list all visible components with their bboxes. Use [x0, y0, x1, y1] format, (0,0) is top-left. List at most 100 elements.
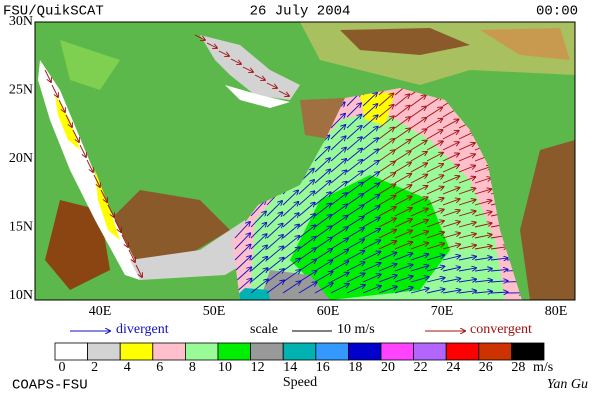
legend-scale-value: 10 m/s	[337, 322, 375, 337]
gulf-aden	[130, 220, 250, 280]
wind-vector	[426, 255, 444, 261]
wind-vector	[410, 118, 426, 129]
wind-vector	[410, 277, 429, 283]
wind-vector	[442, 153, 459, 162]
wind-vector	[394, 253, 412, 261]
legend-divergent: divergent	[116, 322, 169, 337]
wind-vector	[266, 280, 284, 294]
lat-label: 30N	[9, 14, 33, 29]
wind-vector	[378, 184, 395, 195]
wind-vector	[394, 151, 411, 162]
wind-vector	[442, 165, 459, 173]
colorbar-box	[184, 342, 219, 361]
wind-vector	[330, 182, 347, 195]
axis-labels: 30N 25N 20N 15N 10N 40E 50E 60E 70E 80E	[9, 14, 567, 319]
wind-vector	[362, 104, 377, 118]
wind-vector	[362, 206, 380, 217]
wind-vector	[282, 247, 300, 261]
wind-vector	[242, 66, 253, 72]
header-left: FSU/QuikSCAT	[3, 4, 104, 20]
colorbar-tick: 26	[479, 360, 493, 375]
wind-vector	[426, 266, 444, 272]
colorbar-tick: 28	[511, 360, 525, 375]
wind-vector	[458, 268, 476, 272]
wind-vector	[474, 178, 491, 184]
wind-vector	[250, 268, 268, 283]
wind-vector	[426, 130, 443, 140]
wind-vector	[442, 244, 460, 250]
wind-vector	[442, 222, 460, 228]
wind-vector	[474, 280, 492, 282]
footer-left: COAPS-FSU	[12, 378, 88, 394]
wind-vector	[346, 239, 364, 250]
lon-label: 70E	[431, 304, 454, 319]
wind-vector	[314, 238, 332, 250]
wind-vector	[410, 95, 426, 107]
wind-vector	[314, 147, 330, 162]
wind-vector	[330, 238, 348, 250]
wind-vector	[362, 172, 379, 184]
wind-vector	[330, 216, 348, 228]
colorbar-tick: 12	[251, 360, 265, 375]
wind-vector	[234, 233, 250, 250]
wind-vector	[362, 161, 379, 173]
wind-vector	[426, 289, 445, 294]
wind-vector	[426, 198, 444, 206]
wind-vector	[362, 252, 380, 261]
wind-vector	[378, 94, 393, 107]
colorbar-box	[315, 342, 349, 361]
wind-vector	[298, 203, 315, 217]
wind-vector	[394, 185, 411, 195]
wind-vector	[330, 227, 348, 239]
wind-vector	[410, 152, 427, 162]
wind-vector	[314, 226, 332, 239]
wind-vector	[346, 137, 362, 151]
wind-vector	[394, 174, 411, 184]
wind-vector	[442, 267, 460, 272]
wind-vector	[442, 233, 460, 239]
wind-vector	[346, 285, 365, 294]
colorbar-title: Speed	[283, 375, 317, 390]
wind-vector	[378, 218, 396, 228]
sea-speed	[232, 288, 270, 300]
wind-vector	[362, 263, 381, 272]
wind-vector	[458, 211, 476, 217]
wind-vector	[282, 270, 300, 283]
legend-scale: scale	[250, 322, 278, 337]
lon-label: 40E	[89, 304, 112, 319]
wind-vector	[442, 290, 460, 294]
wind-vector	[250, 279, 268, 294]
wind-vector	[442, 188, 459, 195]
wind-vector	[278, 90, 289, 96]
wind-vector	[362, 229, 380, 239]
wind-vector	[474, 246, 492, 250]
wind-vector	[65, 114, 72, 127]
wind-vector	[314, 249, 332, 261]
header-right: 00:00	[536, 4, 578, 20]
wind-vector	[474, 212, 492, 217]
wind-vector	[266, 201, 282, 217]
wind-vector	[378, 264, 397, 272]
wind-vector	[442, 279, 460, 283]
wind-vector	[378, 207, 396, 217]
wind-vector	[410, 209, 428, 217]
wind-vector	[458, 143, 475, 151]
wind-vector	[410, 140, 427, 151]
wind-vector	[51, 84, 58, 97]
lon-label: 80E	[545, 304, 568, 319]
wind-vector	[426, 278, 445, 283]
wind-vector	[394, 219, 412, 228]
wind-vector	[346, 228, 364, 239]
wind-vector	[346, 262, 365, 272]
wind-vector	[330, 125, 345, 140]
wind-vector	[100, 189, 107, 202]
legend-convergent: convergent	[470, 322, 532, 337]
wind-vector	[250, 245, 267, 261]
wind-vector	[378, 116, 394, 129]
wind-vector	[362, 217, 380, 228]
colorbar-box	[413, 342, 447, 361]
wind-vector	[458, 257, 476, 261]
wind-vector	[282, 202, 298, 217]
lat-label: 15N	[9, 220, 33, 235]
